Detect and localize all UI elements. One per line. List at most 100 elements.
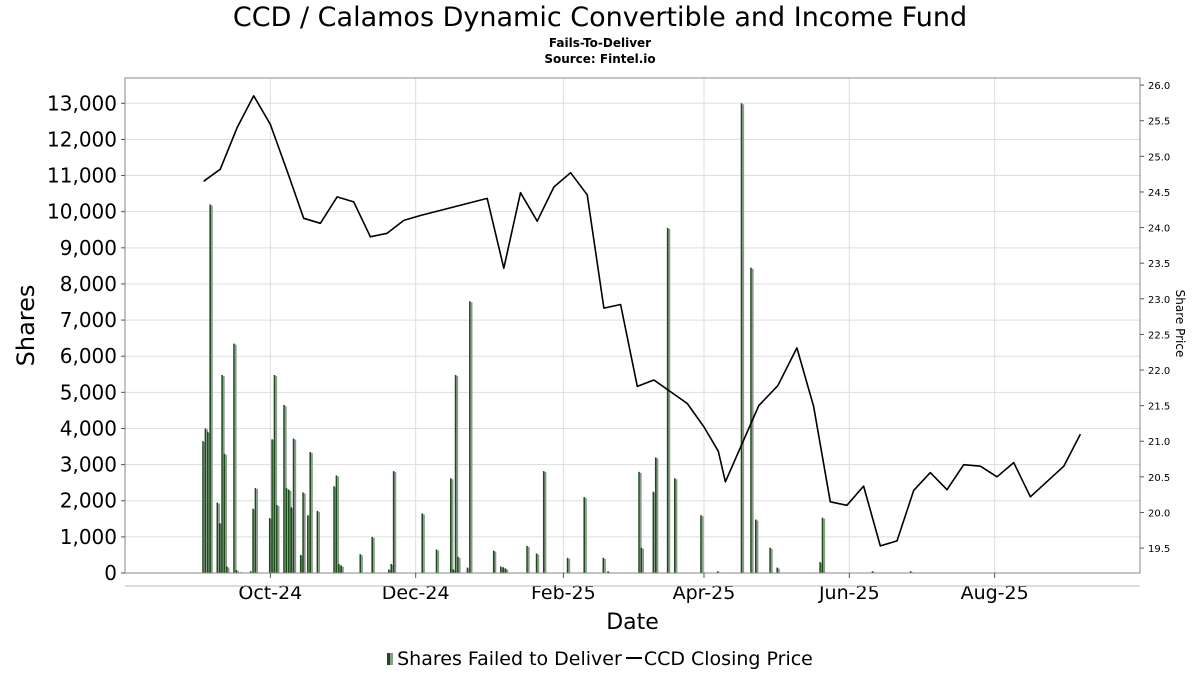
ftd-bar-dark [640,547,643,573]
ftd-bar-dark [299,554,302,573]
ftd-bar-dark [204,428,207,573]
ftd-bar-dark [466,567,469,573]
ftd-bar-dark [819,562,821,573]
ftd-bar [392,471,397,573]
ftd-bar-dark [223,453,226,573]
ftd-bar-light [642,548,645,573]
ftd-bar-dark [500,566,502,573]
right-tick-label: 20.0 [1148,508,1170,519]
ftd-bar-dark [700,515,702,573]
plot-frame [124,77,1141,574]
right-tick-label: 22.5 [1148,330,1170,341]
ftd-bar-light [318,511,320,573]
ftd-bar [821,517,826,573]
ftd-bar-dark [218,523,221,573]
ftd-bar [566,557,571,573]
x-axis: Oct-24 Dec-24 Feb-25 Apr-25 Jun-25 Aug-25 [125,573,1140,604]
left-tick-label: 2,000 [60,489,117,513]
left-tick-label: 0 [104,561,117,585]
chart-source: Source: Fintel.io [544,52,656,66]
ftd-bar-light [277,506,280,573]
ftd-bar-light [604,558,606,573]
right-tick-label: 25.0 [1148,152,1170,163]
ftd-bar-dark [288,489,290,573]
ftd-bar-dark [338,563,340,573]
ftd-bar [602,557,606,573]
ftd-bar-dark [769,547,771,573]
ftd-bar-dark [421,513,424,573]
x-tick-label: Aug-25 [961,582,1029,604]
ftd-bar-light [437,550,440,573]
ftd-bar-dark [392,471,395,573]
ftd-bar [226,566,230,573]
ftd-bar-dark [235,570,238,573]
ftd-bar-dark [309,451,312,573]
ftd-bar-dark [654,457,657,573]
ftd-bar-dark [526,545,528,573]
ftd-bar-dark [673,478,676,573]
ftd-bar-light [275,376,278,573]
ftd-bar-dark [457,556,459,573]
ftd-bar-light [303,493,306,573]
ftd-bar-dark [292,438,295,573]
ftd-bar-light [294,439,297,573]
ftd-bar [754,519,759,573]
ftd-bar [640,547,645,573]
ftd-bar-dark [638,471,640,573]
ftd-bar-dark [202,441,204,573]
chart-title: CCD / Calamos Dynamic Convertible and In… [232,2,968,33]
ftd-bar [235,570,239,573]
ftd-bar-light [311,452,313,573]
left-tick-label: 5,000 [60,380,117,404]
ftd-bar-dark [359,554,362,573]
right-axis: 19.5 20.0 20.5 21.0 21.5 22.0 22.5 23.0 23.5 24.0… [1140,81,1170,555]
ftd-bar-dark [502,567,505,573]
right-tick-label: 21.0 [1148,437,1170,448]
ftd-bar [469,301,473,573]
ftd-bar-dark [583,497,586,573]
ftd-bar [421,513,425,573]
ftd-bar-dark [542,471,545,573]
y-axis-label-right: Share Price [1173,290,1187,358]
ftd-bar-dark [273,375,276,573]
ftd-bar-light [701,516,704,573]
ftd-bar-dark [276,505,278,573]
left-tick-label: 10,000 [47,200,117,224]
price-line [203,95,1082,547]
ftd-bar-light [234,344,237,573]
ftd-bar-dark [909,571,912,573]
ftd-bar-light [756,520,759,573]
left-tick-label: 9,000 [60,236,117,260]
ftd-bar-dark [290,507,292,573]
ftd-bar-dark [333,486,335,573]
ftd-bar-light [823,518,826,573]
ftd-bar-dark [450,478,452,573]
ftd-bar [700,515,704,573]
ftd-bar-light [225,454,228,573]
ftd-bar-dark [209,204,211,574]
x-tick-label: Oct-24 [238,582,302,604]
ftd-bar [673,478,678,573]
left-tick-label: 12,000 [47,127,117,151]
ftd-bar-dark [492,550,495,573]
ftd-bar-light [639,472,642,573]
right-tick-label: 20.5 [1148,473,1170,484]
left-tick-label: 4,000 [60,416,117,440]
ftd-bar-dark [206,432,209,573]
ftd-bar [526,545,530,573]
ftd-bar-dark [388,569,390,573]
ftd-bar [233,343,237,573]
ftd-bar-light [470,302,473,573]
left-tick-label: 7,000 [60,308,117,332]
ftd-bar-dark [602,557,605,573]
left-tick-label: 6,000 [60,344,117,368]
left-tick-label: 3,000 [60,453,117,477]
ftd-bar [542,471,547,573]
ftd-bar [316,510,320,573]
right-tick-label: 23.0 [1148,295,1170,306]
ftd-bar-dark [740,103,743,574]
ftd-bar [435,549,440,573]
ftd-bar-dark [566,557,569,573]
ftd-bar-dark [302,492,304,573]
ftd-bar [209,204,213,574]
